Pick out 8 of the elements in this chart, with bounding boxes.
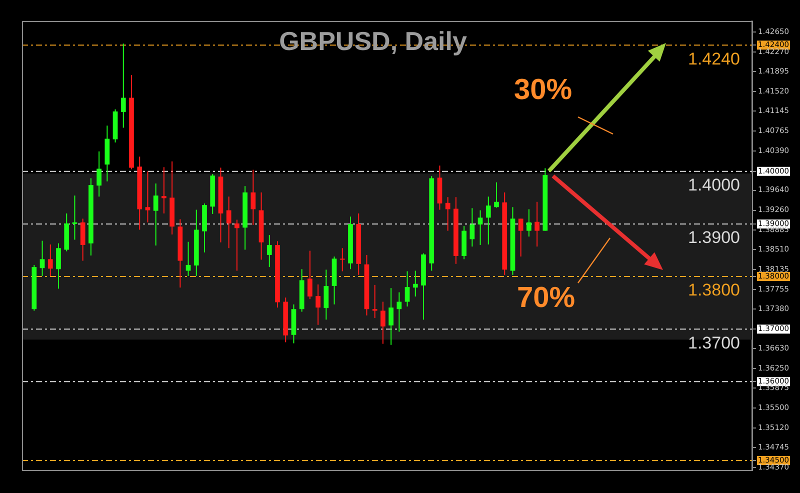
chart-title: GBPUSD, Daily: [279, 26, 467, 56]
annotation: 70%: [517, 282, 576, 315]
ref-line-label: 1.3700: [688, 333, 740, 352]
ref-line-label: 1.3800: [688, 280, 740, 300]
ref-line-label: 1.4240: [688, 49, 740, 68]
annotation: 30%: [514, 74, 572, 107]
ref-line-label: 1.3900: [688, 228, 740, 248]
ref-line-label: 1.4000: [688, 176, 740, 195]
